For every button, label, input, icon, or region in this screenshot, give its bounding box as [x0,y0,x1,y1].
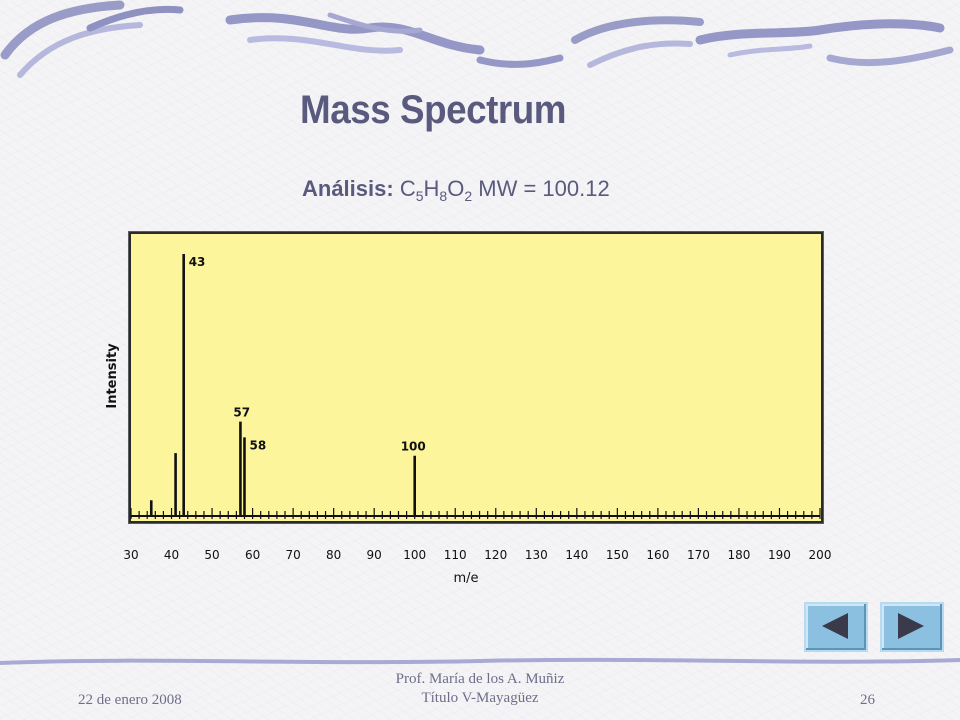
footer-divider-decoration [0,657,960,665]
analysis-subtitle: Análisis: C5H8O2 MW = 100.12 [302,176,610,204]
x-tick-label: 30 [123,548,138,562]
next-slide-button[interactable] [880,602,944,652]
x-tick-label: 60 [245,548,260,562]
x-tick-label: 120 [484,548,507,562]
x-tick-label: 100 [403,548,426,562]
x-tick-label: 110 [444,548,467,562]
x-tick-label: 50 [204,548,219,562]
footer-author: Prof. María de los A. Muñiz [395,671,565,687]
footer-page-number: 26 [860,692,875,708]
analysis-label: Análisis: [302,176,394,201]
footer-author-block: Prof. María de los A. Muñiz Título V-May… [340,670,620,708]
slide-title: Mass Spectrum [300,88,567,132]
y-axis-label: Intensity [105,343,120,409]
molecular-weight: MW = 100.12 [478,176,610,201]
x-tick-label: 160 [646,548,669,562]
peak-label: 58 [249,438,266,452]
x-tick-label: 90 [367,548,382,562]
x-tick-label: 190 [768,548,791,562]
plot-area [129,232,823,523]
x-tick-label: 70 [285,548,300,562]
mass-spectrum-chart: 43 57 58 100 30 40 50 60 70 80 90 100 110 120 130 140 15… [105,231,832,586]
x-tick-label: 150 [606,548,629,562]
x-tick-label: 130 [525,548,548,562]
header-swoosh-decoration [0,0,954,78]
footer-course: Título V-Mayagüez [421,690,539,706]
x-tick-label: 40 [164,548,179,562]
x-axis-label: m/e [453,571,478,586]
peak-label: 43 [189,255,206,269]
triangle-right-icon [898,613,924,639]
molecular-formula: C5H8O2 [399,176,473,204]
peak-label: 57 [233,406,250,420]
footer-date: 22 de enero 2008 [78,692,182,708]
x-tick-label: 140 [565,548,588,562]
x-tick-label: 80 [326,548,341,562]
peak-label: 100 [401,440,426,454]
x-tick-label: 180 [727,548,750,562]
x-tick-label: 170 [687,548,710,562]
x-tick-label: 200 [809,548,832,562]
triangle-left-icon [822,613,848,639]
previous-slide-button[interactable] [804,602,868,652]
